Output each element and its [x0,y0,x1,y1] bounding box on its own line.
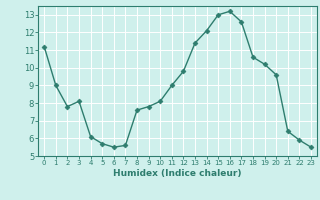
X-axis label: Humidex (Indice chaleur): Humidex (Indice chaleur) [113,169,242,178]
